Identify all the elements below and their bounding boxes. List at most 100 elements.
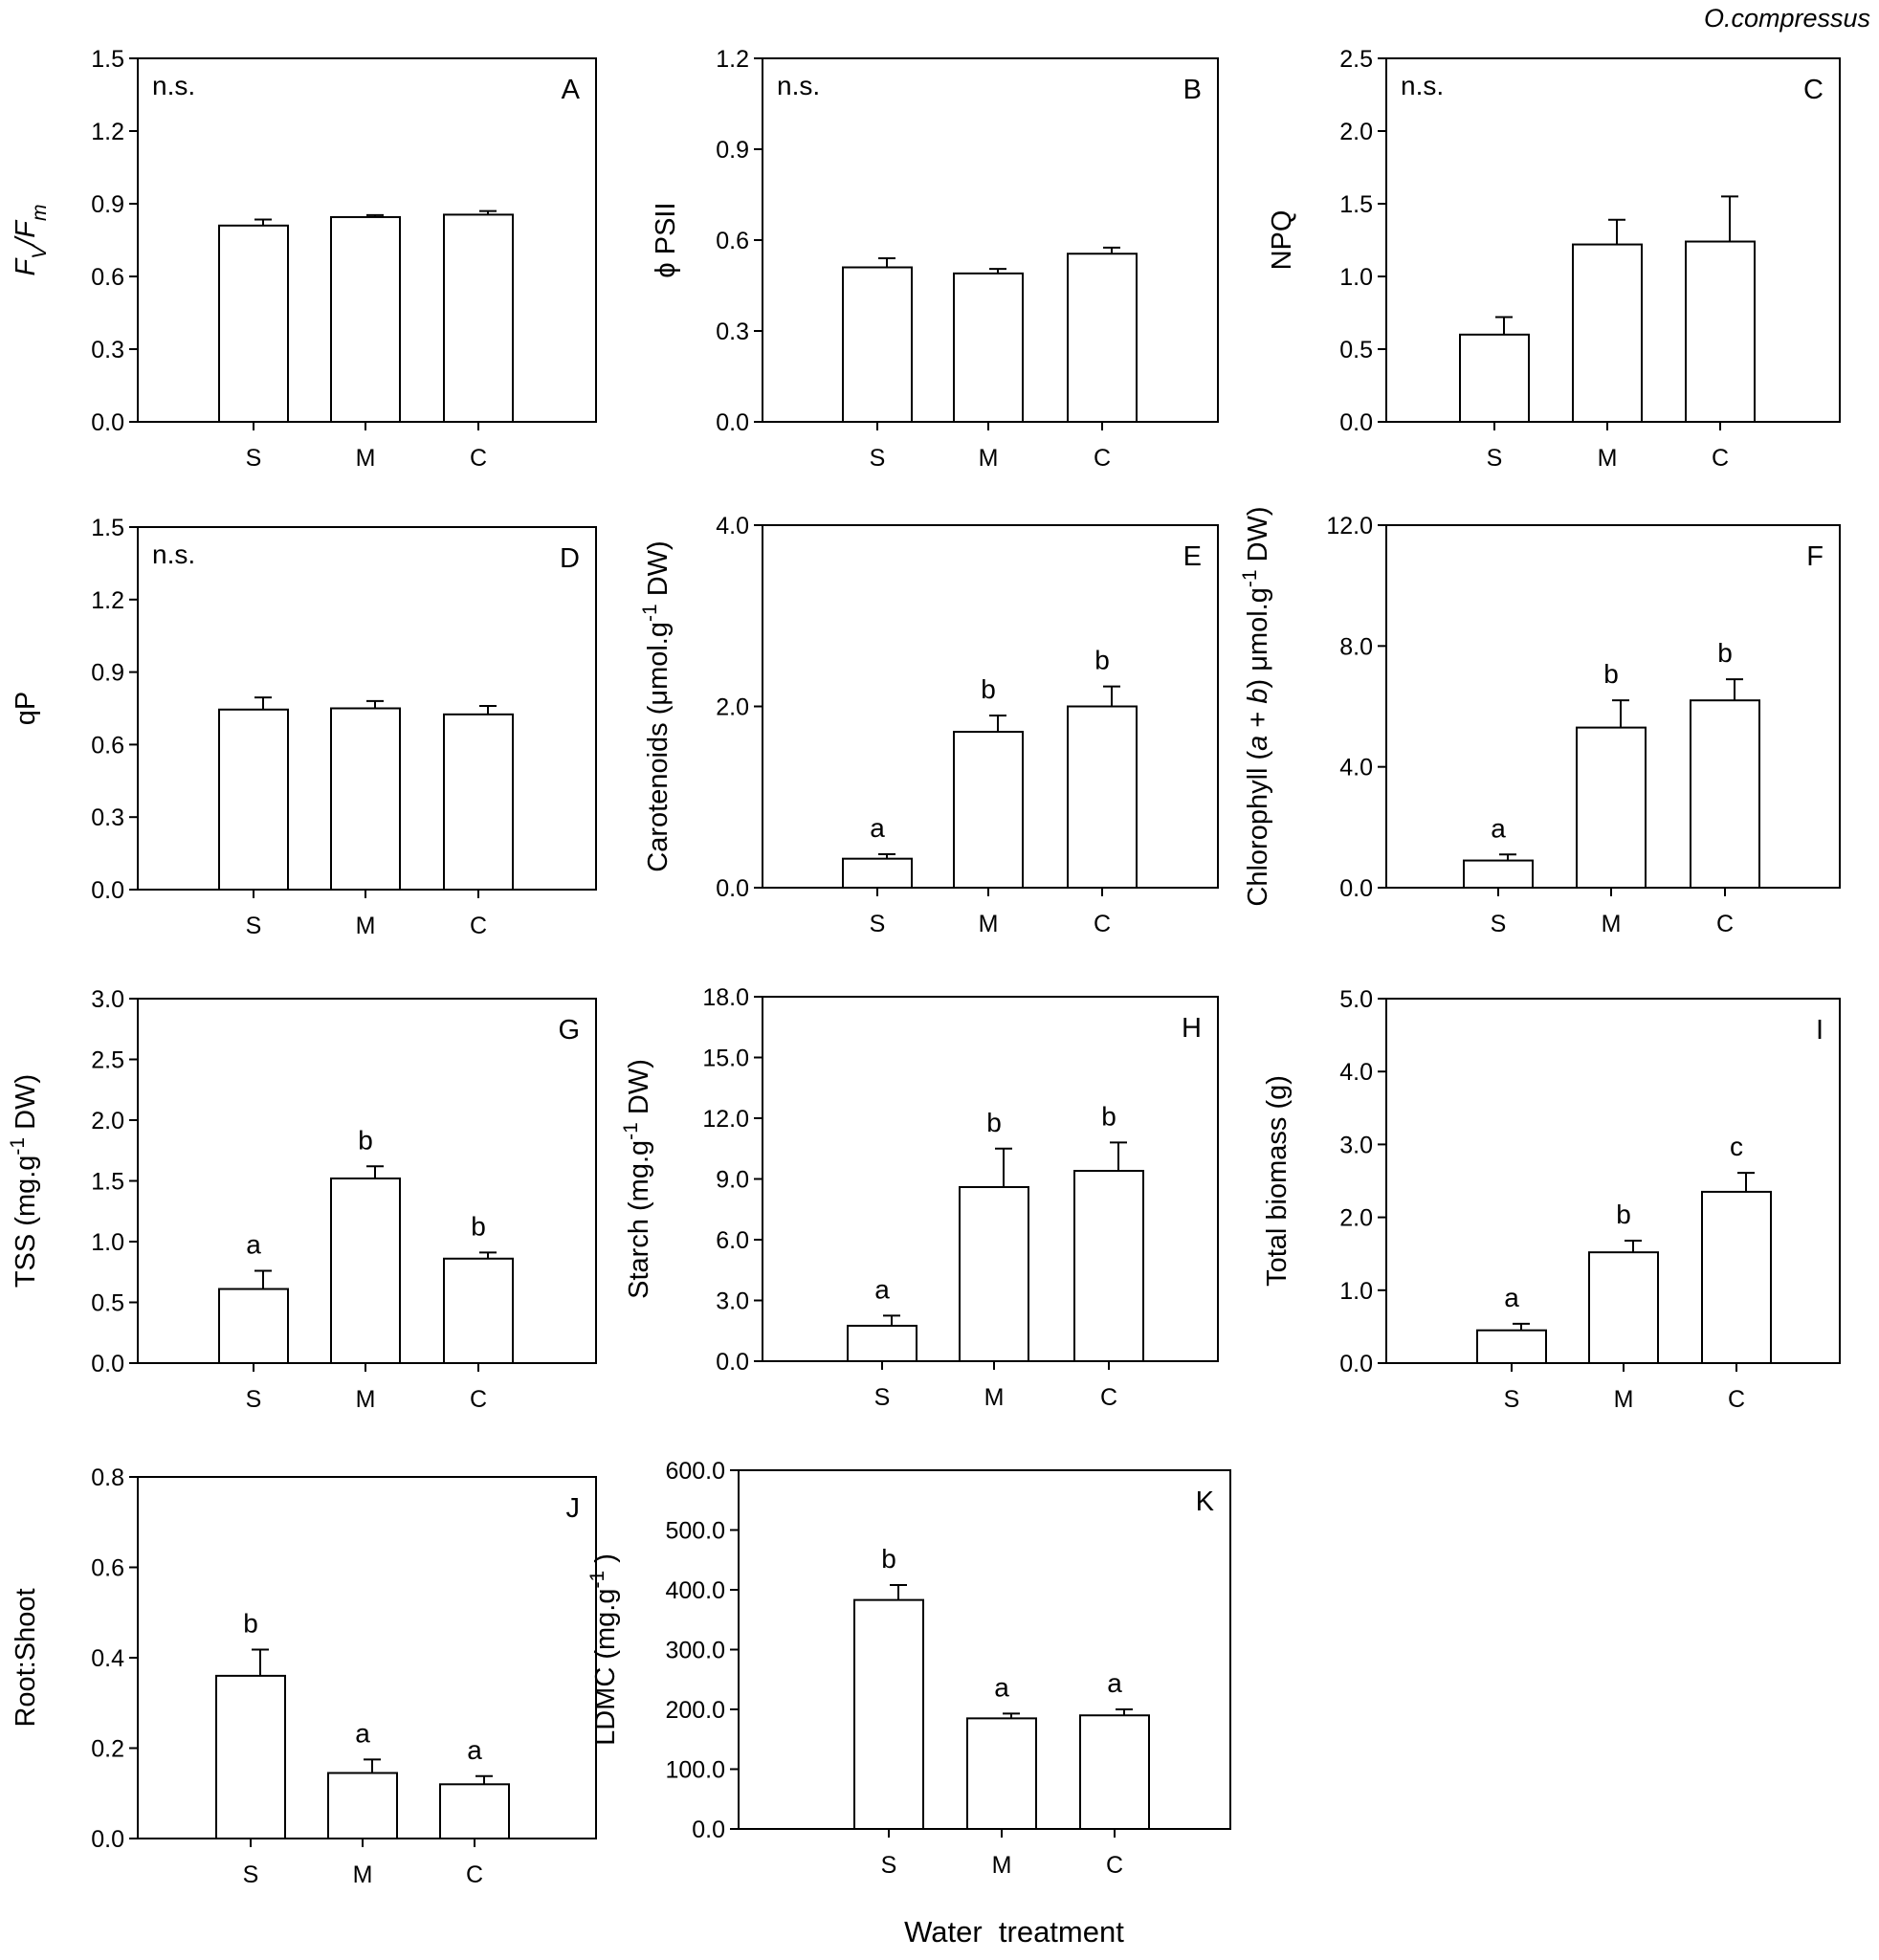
bar-s xyxy=(842,857,913,889)
x-axis-title: Water treatment xyxy=(904,1915,1124,1949)
bar-m xyxy=(1576,726,1647,889)
significance-letter: a xyxy=(874,1274,890,1304)
significance-letter: b xyxy=(1717,638,1733,668)
y-axis-label: LDMC (mg.g-1 ) xyxy=(586,1553,622,1746)
y-tick-label: 0.0 xyxy=(1339,409,1373,436)
bar-m xyxy=(959,1185,1029,1363)
y-tick-label: 1.5 xyxy=(91,515,124,541)
y-tick-label: 300.0 xyxy=(665,1638,725,1664)
y-tick-label: 1.2 xyxy=(91,587,124,614)
panel-f: 0.0 4.0 8.0 12.0 Chlorophyll (a + b) μmol.g-… xyxy=(1239,506,1841,937)
y-tick-label: 0.8 xyxy=(91,1464,124,1491)
y-tick-label: 0.3 xyxy=(91,804,124,831)
y-tick-label: 15.0 xyxy=(702,1046,749,1072)
y-axis-label: Chlorophyll (a + b) μmol.g-1 DW) xyxy=(1239,506,1274,906)
bar-m xyxy=(966,1717,1037,1830)
y-tick-label: 0.0 xyxy=(91,877,124,904)
y-tick-label: 500.0 xyxy=(665,1518,725,1545)
y-axis-label: Starch (mg.g-1 DW) xyxy=(620,1059,655,1299)
y-tick-label: 0.0 xyxy=(91,1826,124,1853)
y-tick-label: 0.9 xyxy=(716,137,749,164)
y-tick-label: 2.5 xyxy=(1339,46,1373,73)
x-tick-label: C xyxy=(470,913,487,939)
y-tick-label: 0.5 xyxy=(91,1290,124,1317)
y-tick-label: 1.2 xyxy=(716,46,749,73)
panel-e: 0.0 2.0 4.0 Carotenoids (μmol.g-1 DW) Sa Mb Cb… xyxy=(639,513,1219,937)
significance-letter: b xyxy=(1094,646,1110,675)
y-axis-label: Root:Shoot xyxy=(11,1588,41,1727)
bar-m xyxy=(330,707,401,891)
y-tick-label: 0.6 xyxy=(91,264,124,291)
x-tick-label: S xyxy=(881,1852,897,1879)
panel-label: K xyxy=(1196,1487,1215,1517)
x-tick-label: S xyxy=(874,1384,891,1411)
bar-s xyxy=(218,1288,289,1365)
significance-letter: a xyxy=(994,1672,1009,1702)
panel-b: 0.0 0.3 0.6 0.9 1.2 ϕ PSII S M C Bn.s. xyxy=(651,46,1219,472)
x-tick-label: C xyxy=(1716,911,1734,937)
panel-d: 0.0 0.3 0.6 0.9 1.2 1.5 qP S M C Dn.s. xyxy=(11,515,597,939)
y-tick-label: 12.0 xyxy=(1326,513,1373,540)
y-tick-label: 0.0 xyxy=(692,1817,725,1843)
significance-letter: b xyxy=(986,1108,1002,1137)
bar-c xyxy=(1067,253,1138,423)
y-tick-label: 2.0 xyxy=(91,1108,124,1134)
y-tick-label: 0.0 xyxy=(716,875,749,902)
y-tick-label: 200.0 xyxy=(665,1697,725,1724)
panel-label: G xyxy=(558,1015,580,1046)
y-tick-label: 2.5 xyxy=(91,1047,124,1074)
bar-s xyxy=(842,266,913,423)
x-tick-label: C xyxy=(466,1861,483,1888)
bar-s xyxy=(218,224,289,423)
significance-letter: a xyxy=(870,813,885,843)
y-tick-label: 12.0 xyxy=(702,1106,749,1133)
x-tick-label: S xyxy=(1491,911,1507,937)
bar-c xyxy=(1685,240,1756,423)
panel-k: 0.0 100.0 200.0 300.0 400.0 500.0 600.0 LDMC (m… xyxy=(586,1458,1231,1879)
panel-g: 0.0 0.5 1.0 1.5 2.0 2.5 3.0 TSS (mg.g-1 DW) Sa Mb… xyxy=(7,986,597,1413)
bar-s xyxy=(215,1674,286,1840)
y-tick-label: 1.5 xyxy=(91,1169,124,1196)
y-axis-label: Total biomass (g) xyxy=(1262,1075,1293,1287)
x-tick-label: M xyxy=(356,445,376,472)
bar-c xyxy=(1079,1714,1150,1830)
significance-letter: a xyxy=(1491,813,1506,843)
y-axis-label: qP xyxy=(11,692,41,725)
significance-letter: c xyxy=(1730,1132,1743,1161)
y-axis-label: FV/Fm xyxy=(11,204,51,275)
y-tick-label: 4.0 xyxy=(1339,1059,1373,1086)
significance-letter: b xyxy=(1616,1200,1631,1229)
panel-label: C xyxy=(1803,75,1824,105)
panel-label: A xyxy=(562,75,581,105)
y-tick-label: 0.0 xyxy=(716,1349,749,1376)
x-tick-label: C xyxy=(1094,911,1111,937)
x-tick-label: M xyxy=(353,1861,373,1888)
bar-m xyxy=(327,1772,398,1840)
bar-s xyxy=(853,1598,924,1830)
significance-letter: a xyxy=(1504,1283,1519,1312)
y-tick-label: 2.0 xyxy=(716,694,749,721)
x-tick-label: C xyxy=(1728,1386,1745,1413)
y-tick-label: 1.0 xyxy=(1339,264,1373,291)
significance-letter: a xyxy=(1107,1668,1122,1698)
y-tick-label: 18.0 xyxy=(702,984,749,1011)
y-tick-label: 0.9 xyxy=(91,191,124,218)
significance-note: n.s. xyxy=(777,71,820,100)
y-tick-label: 3.0 xyxy=(91,986,124,1013)
x-tick-label: S xyxy=(870,911,886,937)
y-axis-label: NPQ xyxy=(1267,210,1297,271)
y-tick-label: 5.0 xyxy=(1339,986,1373,1013)
y-tick-label: 0.6 xyxy=(91,732,124,759)
bar-s xyxy=(1459,333,1530,423)
panel-label: F xyxy=(1806,541,1824,572)
x-tick-label: S xyxy=(246,445,262,472)
significance-note: n.s. xyxy=(152,71,195,100)
significance-letter: a xyxy=(467,1735,482,1765)
y-axis-label: ϕ PSII xyxy=(651,202,681,277)
panel-label: J xyxy=(566,1493,581,1524)
y-tick-label: 3.0 xyxy=(716,1288,749,1315)
y-tick-label: 0.9 xyxy=(91,660,124,687)
y-tick-label: 8.0 xyxy=(1339,633,1373,660)
y-tick-label: 600.0 xyxy=(665,1458,725,1485)
